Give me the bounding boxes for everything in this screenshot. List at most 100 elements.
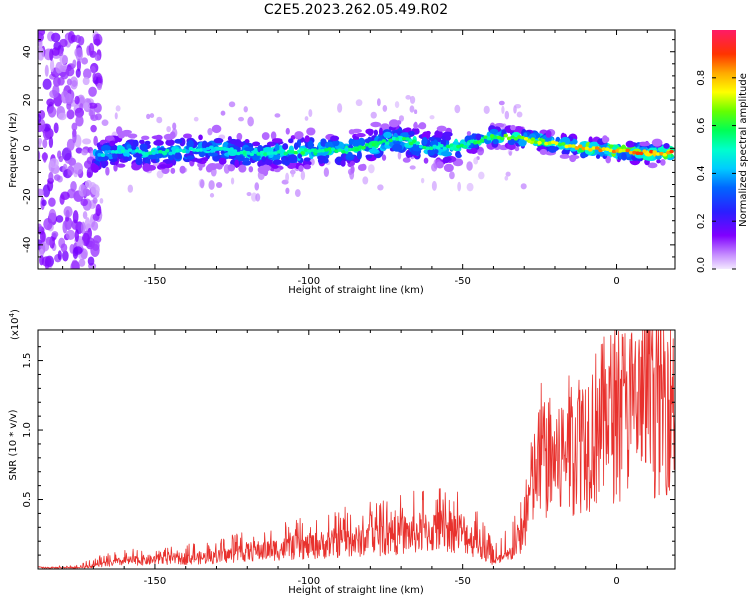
heatmap-blob [354, 147, 360, 152]
heatmap-blob [91, 221, 99, 231]
heatmap-blob [429, 115, 435, 120]
heatmap-blob [132, 139, 139, 147]
heatmap-blob [251, 141, 261, 147]
colorbar: 0.0 0.2 0.4 0.6 0.8 Normalized spectral ampl… [696, 30, 749, 273]
heatmap-blob [427, 148, 436, 156]
heatmap-blob [564, 144, 569, 149]
heatmap-blob [174, 152, 182, 160]
heatmap-blob [559, 154, 570, 159]
heatmap-blob [114, 150, 119, 154]
heatmap-blob [66, 138, 75, 151]
heatmap-blob [238, 164, 247, 173]
heatmap-blob [115, 105, 121, 112]
heatmap-blob [401, 136, 407, 141]
heatmap-blob [75, 47, 83, 62]
heatmap-blob [48, 136, 54, 149]
heatmap-blob [414, 109, 418, 115]
heatmap-blob [156, 116, 163, 124]
heatmap-blob [149, 113, 155, 118]
heatmap-blob [181, 149, 187, 154]
heatmap-blob [93, 135, 98, 146]
heatmap-blob [534, 140, 539, 145]
heatmap-blob [266, 151, 271, 156]
heatmap-blob [135, 156, 143, 166]
heatmap-blob [337, 148, 343, 152]
heatmap-blob [432, 144, 437, 149]
heatmap-blob [381, 154, 387, 161]
heatmap-blob [504, 175, 509, 181]
heatmap-blob [44, 64, 49, 77]
heatmap-blob [91, 164, 100, 173]
colorbar-tick-label: 0.0 [696, 257, 707, 273]
heatmap-blob [65, 229, 76, 240]
heatmap-blob [514, 146, 520, 152]
heatmap-blob [351, 128, 362, 134]
heatmap-blob [297, 149, 302, 153]
heatmap-blob [156, 170, 164, 179]
heatmap-blob [45, 236, 53, 246]
heatmap-blob [473, 140, 478, 145]
heatmap-blob [355, 99, 363, 107]
heatmap-blob [215, 146, 221, 151]
heatmap-blob [131, 150, 136, 154]
heatmap-blob [97, 153, 102, 157]
heatmap-blob [124, 149, 129, 154]
heatmap-blob [622, 148, 627, 153]
heatmap-blob [261, 132, 270, 141]
heatmap-blob [516, 111, 523, 118]
heatmap-blob [59, 54, 69, 65]
heatmap-blob [198, 166, 203, 171]
heatmap-blob [561, 142, 566, 146]
heatmap-blob [121, 149, 126, 153]
heatmap-blob [38, 188, 45, 197]
heatmap-blob [449, 171, 455, 180]
heatmap-blob [255, 193, 261, 202]
heatmap-blob [116, 163, 126, 168]
heatmap-blob [90, 243, 100, 258]
heatmap-blob [73, 162, 84, 175]
heatmap-y-ticks: -40 -20 0 20 40 [22, 39, 675, 270]
heatmap-blob [303, 157, 311, 162]
heatmap-blob [74, 261, 80, 269]
heatmap-blob [421, 136, 428, 146]
heatmap-blob [248, 166, 254, 173]
heatmap-blob [466, 131, 472, 136]
heatmap-blob [74, 95, 80, 105]
heatmap-blob [202, 147, 207, 152]
heatmap-blob [243, 146, 255, 152]
heatmap-blob [82, 211, 88, 220]
heatmap-blob [486, 136, 492, 141]
heatmap-blob [478, 171, 485, 180]
heatmap-blob [100, 144, 111, 152]
heatmap-blob [94, 54, 101, 62]
heatmap-blob [274, 113, 281, 118]
heatmap-blob [165, 148, 170, 153]
heatmap-blob [466, 161, 473, 171]
heatmap-blob [195, 148, 200, 152]
heatmap-blob [166, 126, 172, 133]
heatmap-blob [669, 149, 674, 154]
heatmap-blob [569, 155, 580, 160]
heatmap-blob [608, 148, 613, 153]
heatmap-blob [155, 153, 164, 158]
heatmap-blob [377, 184, 384, 191]
heatmap-blob [270, 131, 277, 140]
heatmap-blob [82, 138, 92, 145]
heatmap-blob [423, 157, 429, 164]
heatmap-blob [219, 146, 224, 151]
heatmap-blob [395, 137, 400, 141]
heatmap-blob [449, 143, 454, 147]
x-tick-label: 0 [613, 276, 619, 287]
heatmap-blob [60, 243, 68, 253]
heatmap-blob [361, 145, 366, 150]
heatmap-blob [144, 140, 151, 145]
heatmap-blob [39, 230, 46, 243]
heatmap-blob [238, 116, 244, 122]
heatmap-blob [473, 157, 479, 165]
heatmap-blob [61, 147, 72, 161]
heatmap-blob [391, 136, 397, 141]
heatmap-blob [244, 139, 250, 144]
heatmap-blob [370, 111, 377, 119]
heatmap-frame [37, 29, 676, 270]
y-tick-label: 40 [22, 45, 33, 58]
